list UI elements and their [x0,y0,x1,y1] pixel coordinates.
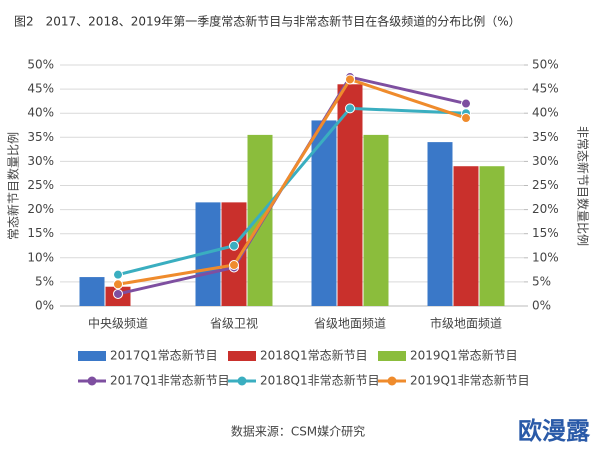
y-tick-label: 0% [35,299,54,313]
x-tick-label: 省级地面频道 [314,317,386,331]
source: 数据来源：CSM媒介研究 [231,424,365,439]
bar [479,166,505,306]
y-tick-label: 35% [27,130,54,144]
point [113,288,123,299]
bar [337,84,363,306]
y2-tick-label: 50% [532,58,559,72]
legend-swatch [387,376,397,386]
y2-tick-label: 10% [532,250,559,264]
y-tick-label: 25% [27,178,54,192]
legend-label: 2019Q1非常态新节目 [410,373,530,388]
y2-axis-label: 非常态新节目数量比例 [576,126,591,246]
bar [453,166,479,306]
legend-swatch [237,376,247,386]
legend-swatch [228,351,256,361]
bar [79,277,105,306]
y2-tick-label: 15% [532,226,559,240]
legend-swatch [78,351,106,361]
y-axis-label: 常态新节目数量比例 [6,132,21,240]
legend-label: 2017Q1非常态新节目 [110,373,230,388]
x-tick-label: 中央级频道 [88,316,148,331]
y-tick-label: 30% [27,154,54,168]
point [113,269,123,280]
y-tick-label: 40% [27,106,54,120]
y-tick-label: 5% [35,274,54,288]
legend-label: 2018Q1非常态新节目 [260,373,380,388]
point [461,113,471,124]
line [117,77,467,286]
legend-label: 2017Q1常态新节目 [110,348,218,363]
y-tick-label: 45% [27,82,54,96]
y2-tick-label: 45% [532,82,559,96]
y2-tick-label: 0% [532,299,551,313]
y-tick-label: 20% [27,202,54,216]
point [461,98,471,109]
legend-label: 2018Q1常态新节目 [260,348,368,363]
legend-swatch [378,351,406,361]
line [117,106,467,277]
x-tick-label: 省级卫视 [210,316,258,331]
y-tick-label: 15% [27,226,54,240]
y2-tick-label: 20% [532,202,559,216]
y-tick-label: 10% [27,250,54,264]
y2-tick-label: 5% [532,274,551,288]
point [345,74,355,85]
y-tick-label: 50% [27,58,54,72]
bar [247,134,273,306]
legend-swatch [87,376,97,386]
y2-tick-label: 40% [532,106,559,120]
x-tick-label: 市级地面频道 [430,316,502,331]
point [345,103,355,114]
point [229,260,239,271]
watermark: 欧漫露 [518,417,591,445]
bar [363,134,389,306]
legend-label: 2019Q1常态新节目 [410,348,518,363]
y2-tick-label: 35% [532,130,559,144]
y2-tick-label: 25% [532,178,559,192]
point [229,240,239,251]
bar [427,142,453,306]
point [113,279,123,290]
chart-title: 图2 2017、2018、2019年第一季度常态新节目与非常态新节目在各级频道的… [14,14,521,29]
y2-tick-label: 30% [532,154,559,168]
